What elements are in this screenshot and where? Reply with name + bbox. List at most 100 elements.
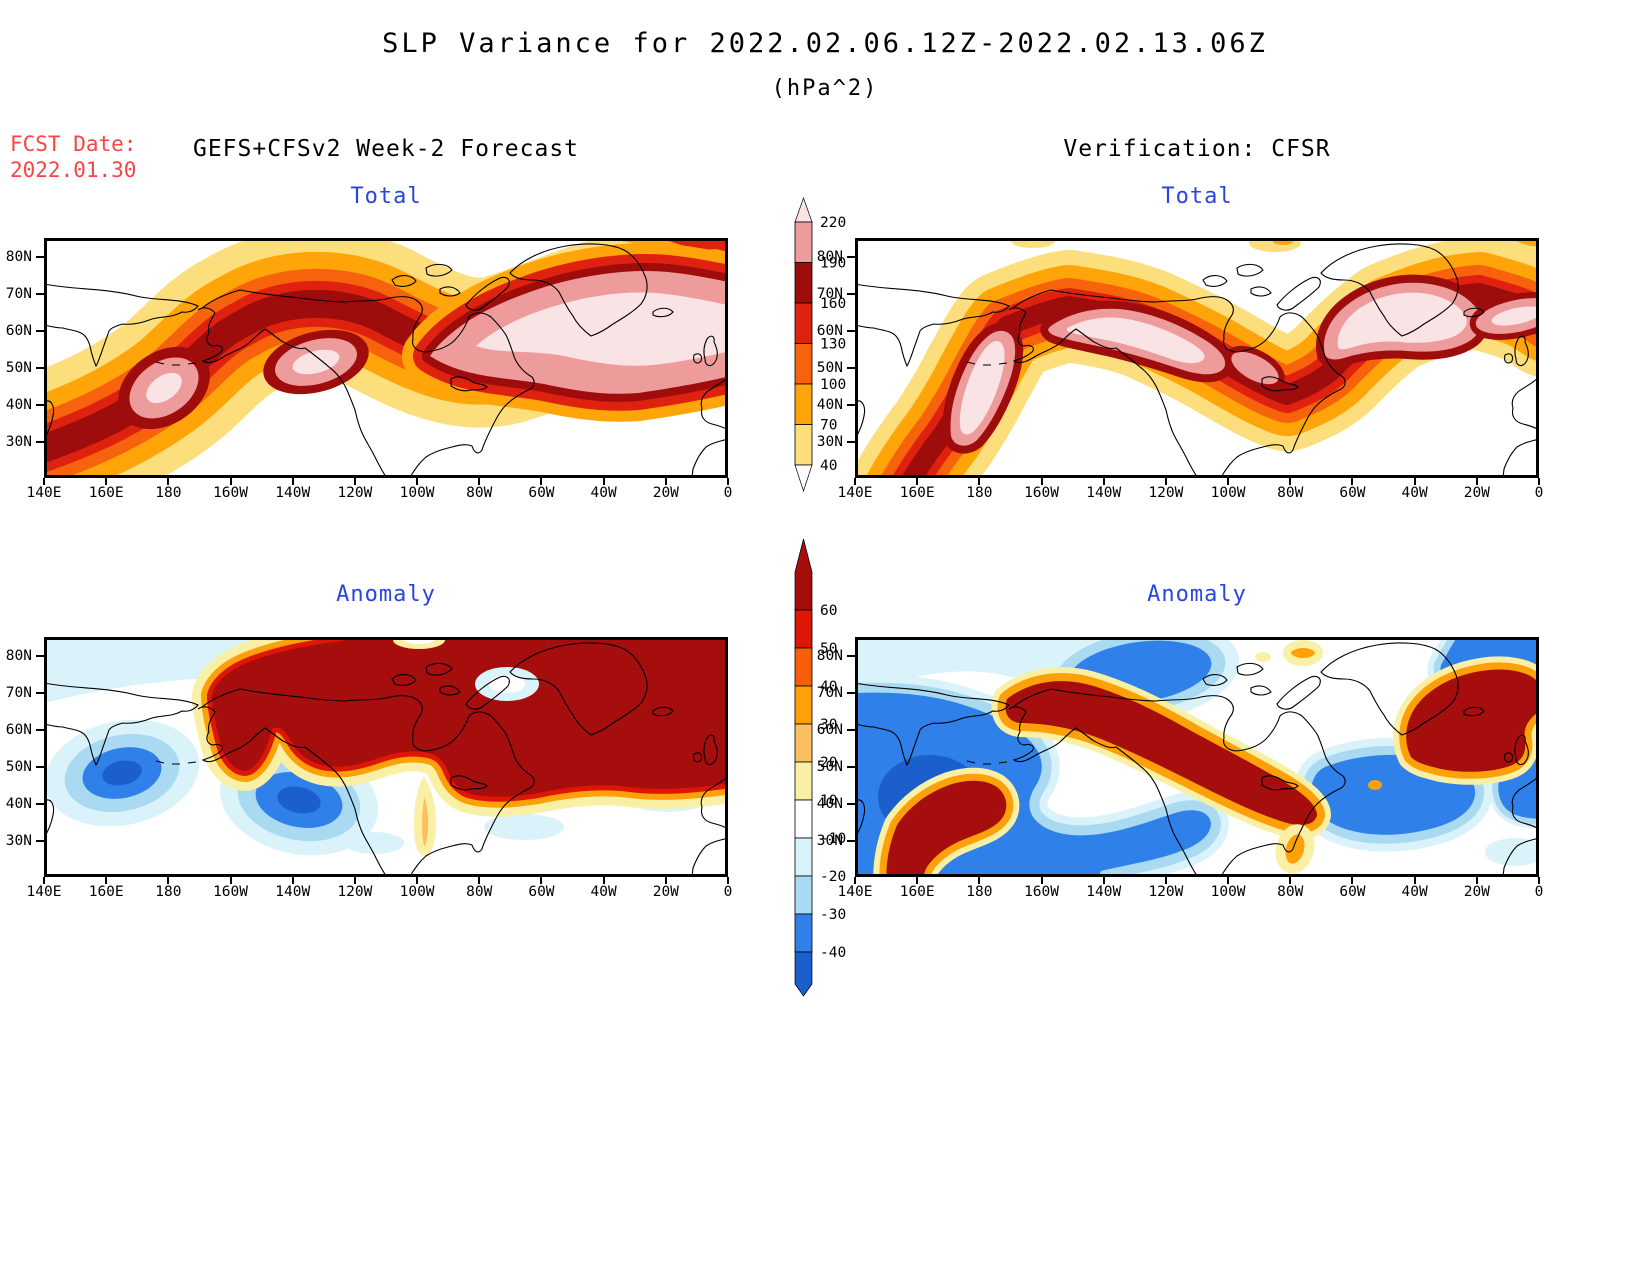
lon-tick-label: 140E: [26, 884, 62, 900]
lat-tick-label: 60N: [5, 323, 32, 339]
lon-tick-label: 180: [966, 485, 993, 501]
colorbar-level-label: 30: [820, 717, 837, 733]
colorbar-level-label: 160: [820, 296, 846, 312]
lon-tick: [1351, 877, 1354, 884]
lat-tick-label: 70N: [816, 685, 843, 701]
lon-tick-label: 160E: [899, 485, 935, 501]
lon-tick-label: 160W: [213, 884, 248, 900]
lat-tick: [36, 655, 44, 657]
lon-tick-label: 180: [155, 485, 182, 501]
lat-axis: 80N 70N 60N 50N 40N 30N: [811, 238, 855, 478]
lon-tick-label: 120W: [1148, 884, 1184, 900]
lat-tick-label: 30N: [5, 833, 32, 849]
lon-tick: [1102, 877, 1105, 884]
colorbar-level-label: -30: [820, 907, 846, 923]
lon-tick-label: 120W: [1148, 485, 1184, 501]
lon-tick: [664, 877, 667, 884]
map-canvas: [44, 238, 728, 478]
lat-axis: 80N 70N 60N 50N 40N 30N: [0, 637, 44, 877]
lat-tick-label: 40N: [816, 397, 843, 413]
lon-tick-label: 120W: [337, 884, 373, 900]
lon-tick: [353, 478, 356, 485]
lon-tick: [602, 877, 605, 884]
colorbar-level-label: 50: [820, 641, 837, 657]
lon-tick: [1475, 478, 1478, 485]
contour-field: [855, 238, 1539, 478]
lon-tick: [978, 478, 981, 485]
lon-tick: [229, 877, 232, 884]
map-border: [855, 238, 1539, 478]
lon-tick: [167, 478, 170, 485]
lat-tick-label: 50N: [5, 360, 32, 376]
map-forecast-anomaly: 80N 70N 60N 50N 40N 30N 140E 160E 180 160W 140W 12…: [6, 637, 732, 900]
lat-tick-label: 80N: [5, 648, 32, 664]
lon-tick-label: 140E: [26, 485, 62, 501]
lat-tick: [847, 404, 855, 406]
lon-tick: [1289, 877, 1292, 884]
right-column-header: Verification: CFSR: [1063, 136, 1331, 162]
lon-tick: [727, 877, 729, 884]
lat-tick: [36, 367, 44, 369]
map-border: [44, 637, 728, 877]
panel-label-forecast-total: Total: [350, 184, 422, 209]
lat-tick: [847, 330, 855, 332]
forecast-date-block: FCST Date: 2022.01.30: [10, 131, 136, 183]
colorbar-level-label: 130: [820, 337, 846, 353]
map-canvas: [44, 637, 728, 877]
colorbar-level-label: 20: [820, 755, 837, 771]
lon-tick: [916, 478, 919, 485]
lon-tick-label: 60W: [1339, 485, 1366, 501]
lon-tick-label: 160E: [88, 884, 124, 900]
colorbar-level-label: 190: [820, 256, 846, 272]
lon-tick-label: 160W: [1024, 485, 1059, 501]
lat-tick: [36, 441, 44, 443]
lon-tick-label: 20W: [652, 485, 679, 501]
colorbar-level-label: 40: [820, 458, 837, 474]
map-canvas: [855, 238, 1539, 478]
lat-tick-label: 30N: [5, 434, 32, 450]
lon-axis: 140E 160E 180 160W 140W 120W 100W 80W 60W 40W 20W 0: [838, 877, 1543, 901]
lat-tick: [36, 840, 44, 842]
lat-tick: [847, 803, 855, 805]
lon-tick: [43, 877, 45, 884]
colorbar-total: 220 190 160 130 100 70 40: [790, 195, 854, 501]
lat-tick: [847, 766, 855, 768]
lon-tick-label: 180: [155, 884, 182, 900]
lat-tick: [36, 256, 44, 258]
lon-tick: [1413, 877, 1416, 884]
lat-tick-label: 70N: [816, 286, 843, 302]
colorbar-level-label: -40: [820, 945, 846, 961]
lon-tick-label: 160E: [88, 485, 124, 501]
lon-tick: [105, 478, 108, 485]
lon-tick: [43, 478, 45, 485]
lon-tick: [664, 478, 667, 485]
lon-tick-label: 140W: [1086, 485, 1122, 501]
contour-field: [44, 637, 728, 857]
lat-tick-label: 60N: [816, 722, 843, 738]
colorbar-level-label: 40: [820, 679, 837, 695]
lon-tick-label: 120W: [337, 485, 373, 501]
lat-tick-label: 50N: [816, 759, 843, 775]
lon-tick-label: 140E: [837, 485, 873, 501]
lon-tick: [229, 478, 232, 485]
lat-axis: 80N 70N 60N 50N 40N 30N: [0, 238, 44, 478]
lat-axis: 80N 70N 60N 50N 40N 30N: [811, 637, 855, 877]
lon-tick-label: 80W: [466, 884, 493, 900]
colorbar-anomaly: 60 50 40 30 20 10 -10 -20 -30 -40: [790, 536, 854, 1006]
map-verification-anomaly: 80N 70N 60N 50N 40N 30N 140E 160E 180 160W 140W 12…: [817, 637, 1543, 900]
lon-tick-label: 0: [1534, 485, 1544, 501]
lon-tick: [105, 877, 108, 884]
lon-tick: [854, 877, 856, 884]
lat-tick: [847, 729, 855, 731]
lon-tick-label: 160E: [899, 884, 935, 900]
lon-tick: [1413, 478, 1416, 485]
lon-tick: [540, 877, 543, 884]
lon-tick: [1040, 877, 1043, 884]
lat-tick: [847, 692, 855, 694]
lat-tick-label: 50N: [816, 360, 843, 376]
lon-tick: [167, 877, 170, 884]
lon-tick-label: 0: [1534, 884, 1544, 900]
forecast-date-value: 2022.01.30: [10, 158, 137, 182]
map-forecast-total: 80N 70N 60N 50N 40N 30N 140E 160E 180 160W 140W 12…: [6, 238, 732, 501]
lon-tick: [478, 478, 481, 485]
